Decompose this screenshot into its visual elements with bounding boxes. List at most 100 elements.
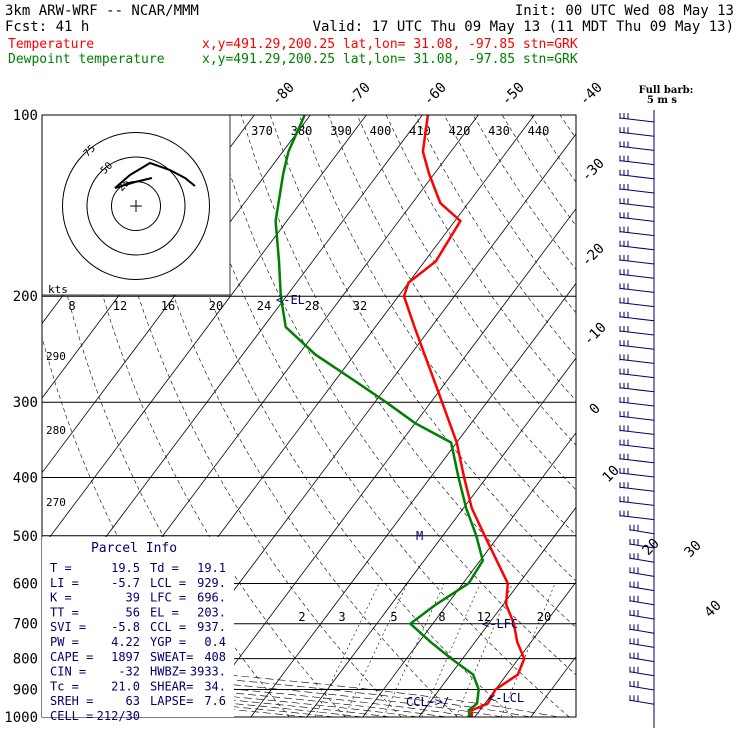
dry-adiabat-line bbox=[240, 115, 576, 628]
parcel-field: 21.0 bbox=[111, 679, 140, 693]
parcel-field: SHEAR= bbox=[150, 679, 193, 693]
parcel-field: PW = bbox=[50, 635, 79, 649]
dry-adiabat-line bbox=[559, 115, 576, 139]
motion-marker: M bbox=[416, 529, 423, 543]
pressure-label: 700 bbox=[13, 617, 38, 633]
pressure-label: 600 bbox=[13, 576, 38, 592]
parcel-field: 937. bbox=[197, 620, 226, 634]
mixing-ratio-label: 5 bbox=[390, 610, 397, 624]
valid-time: Valid: 17 UTC Thu 09 May 13 (11 MDT Thu … bbox=[313, 19, 734, 35]
forecast-hour: Fcst: 41 h bbox=[5, 19, 89, 35]
parcel-field: Tc = bbox=[50, 679, 79, 693]
plot-frame bbox=[41, 114, 577, 718]
parcel-field: 212/30 bbox=[97, 709, 140, 723]
pressure-label: 1000 bbox=[4, 710, 38, 726]
isotherm-label: -80 bbox=[269, 80, 298, 109]
isotherm-label: -30 bbox=[579, 156, 608, 185]
parcel-field: 56 bbox=[126, 605, 140, 619]
wind-key-label: Full barb: bbox=[639, 85, 694, 96]
hodograph-scale-label: 16 bbox=[161, 299, 175, 313]
pressure-label: 300 bbox=[13, 395, 38, 411]
parcel-field: CAPE = bbox=[50, 650, 93, 664]
parcel-field: SREH = bbox=[50, 694, 93, 708]
lfc-marker: <-LFC bbox=[482, 617, 518, 631]
parcel-field: -5.8 bbox=[111, 620, 140, 634]
legend-temperature-info: x,y=491.29,200.25 lat,lon= 31.08, -97.85… bbox=[202, 37, 578, 52]
theta-e-label: 280 bbox=[46, 424, 66, 437]
parcel-info-title: Parcel Info bbox=[91, 541, 177, 556]
dry-adiabat-line bbox=[269, 115, 576, 582]
wind-barb bbox=[619, 500, 655, 506]
parcel-field: 19.1 bbox=[197, 561, 226, 575]
isotherm-label: -20 bbox=[579, 241, 608, 270]
isotherm-label: -70 bbox=[345, 80, 374, 109]
temperature-profile bbox=[402, 115, 526, 717]
wind-barb bbox=[619, 231, 655, 237]
isotherm-label: 30 bbox=[682, 538, 705, 561]
hodograph-ring bbox=[86, 156, 186, 256]
wind-barb bbox=[619, 429, 655, 435]
parcel-field: 0.4 bbox=[204, 635, 226, 649]
dry-adiabat-line bbox=[182, 115, 570, 717]
parcel-field: TT = bbox=[50, 605, 79, 619]
thetae-scale-label: 380 bbox=[291, 124, 313, 138]
legend-temperature-label: Temperature bbox=[8, 37, 94, 52]
wind-barbs bbox=[619, 110, 655, 728]
wind-barb bbox=[619, 330, 655, 336]
parcel-field: 1897 bbox=[111, 650, 140, 664]
dry-adiabat-line bbox=[327, 115, 576, 491]
parcel-field: 696. bbox=[197, 591, 226, 605]
mixing-ratio-line bbox=[314, 583, 380, 717]
isotherm-label: 10 bbox=[600, 463, 623, 486]
parcel-field: 4.22 bbox=[111, 635, 140, 649]
wind-barb bbox=[619, 458, 655, 464]
wind-barb bbox=[619, 472, 655, 478]
isotherm-label: -60 bbox=[421, 80, 450, 109]
mixing-ratio-label: 20 bbox=[537, 610, 551, 624]
dry-adiabat-line bbox=[589, 115, 740, 717]
isotherm-line bbox=[418, 506, 576, 717]
dewpoint-profile bbox=[274, 115, 485, 717]
isotherm-label: 0 bbox=[587, 401, 604, 418]
parcel-info-box: Parcel Info T = 19.5 Td = 19.1 LI = -5.7 LCL =… bbox=[42, 537, 234, 723]
isotherm-label: 40 bbox=[702, 598, 725, 621]
isotherm-label: -50 bbox=[499, 80, 528, 109]
wind-barb bbox=[619, 387, 655, 393]
parcel-field: 34. bbox=[204, 679, 226, 693]
isotherm-line bbox=[250, 282, 576, 717]
hodograph-trace bbox=[114, 177, 153, 189]
wind-barb bbox=[619, 145, 655, 151]
mixing-ratio-label: 12 bbox=[477, 610, 491, 624]
mixing-ratio-label: 3 bbox=[338, 610, 345, 624]
parcel-field: LI = bbox=[50, 576, 79, 590]
legend-dewpoint-label: Dewpoint temperature bbox=[8, 52, 165, 67]
mixing-ratio-label: 8 bbox=[438, 610, 445, 624]
wind-barb bbox=[619, 486, 655, 492]
el-marker: <-EL bbox=[276, 293, 305, 307]
isotherm-line bbox=[42, 115, 367, 549]
parcel-field: -5.7 bbox=[111, 576, 140, 590]
wind-barb bbox=[619, 160, 655, 166]
hodograph-trace bbox=[114, 161, 196, 189]
isotherm-line bbox=[474, 581, 576, 717]
mixing-ratio-line bbox=[383, 583, 445, 717]
thetae-scale-label: 400 bbox=[370, 124, 392, 138]
thetae-scale-label: 440 bbox=[528, 124, 550, 138]
parcel-field: 39 bbox=[126, 591, 140, 605]
mixing-ratio-line bbox=[421, 583, 481, 717]
ccl-marker: CCL->/ bbox=[406, 695, 449, 709]
wind-barb bbox=[619, 344, 655, 350]
theta-e-label: 270 bbox=[46, 496, 66, 509]
parcel-field: 408 bbox=[204, 650, 226, 664]
hodograph-scale-label: 8 bbox=[68, 299, 75, 313]
pressure-label: 900 bbox=[13, 682, 38, 698]
parcel-field: 7.6 bbox=[204, 694, 226, 708]
hodograph-scale-label: 12 bbox=[113, 299, 127, 313]
thetae-scale-label: 430 bbox=[488, 124, 510, 138]
pressure-levels: 100 200 300 400 500 600 700 800 900 1000 bbox=[4, 108, 576, 726]
wind-barb bbox=[619, 444, 655, 450]
pressure-label: 100 bbox=[13, 108, 38, 124]
hodograph-scale-label: 28 bbox=[305, 299, 319, 313]
